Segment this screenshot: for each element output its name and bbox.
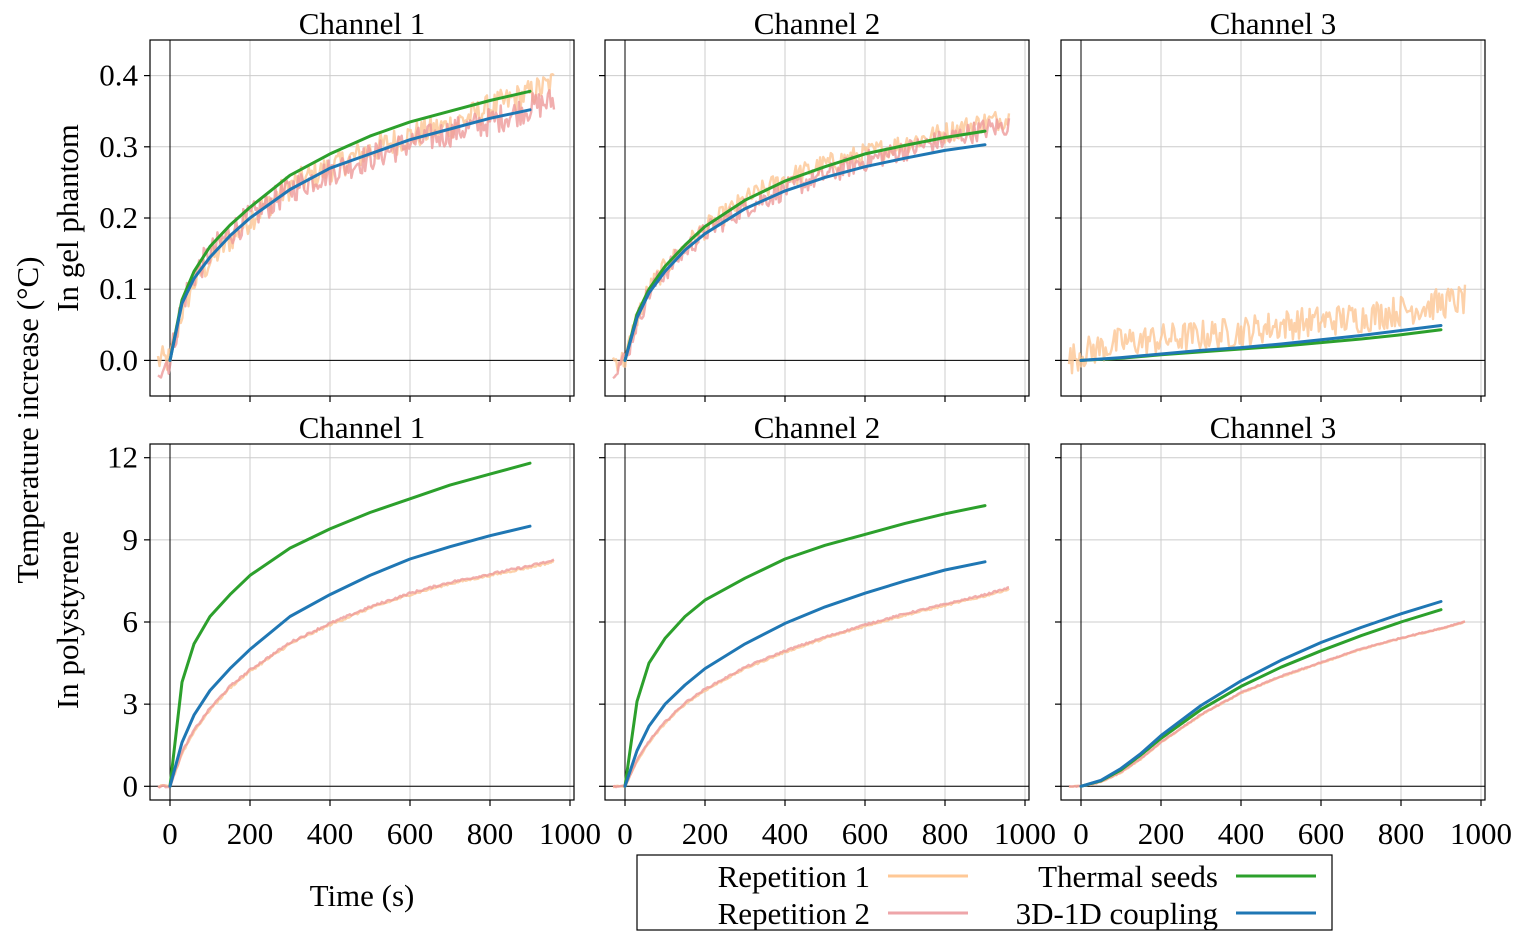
y-tick-label: 0.1 [99, 271, 138, 306]
panel-title: Channel 3 [1210, 410, 1337, 445]
x-tick-label: 600 [387, 816, 434, 851]
y-tick-label: 6 [123, 604, 139, 639]
y-tick-label: 0.3 [99, 129, 138, 164]
series-seeds [168, 461, 532, 788]
x-tick-label: 400 [307, 816, 354, 851]
x-tick-label: 0 [1073, 816, 1089, 851]
x-tick-label: 800 [1378, 816, 1425, 851]
panel-1-2: 0 200 400 600 800 1000 Channel 3 [1055, 410, 1512, 851]
main-ylabel: Temperature increase (°C) [10, 257, 45, 584]
x-tick-label: 1000 [539, 816, 601, 851]
series-coupling [623, 560, 987, 788]
x-tick-label: 0 [162, 816, 178, 851]
panel-frame [604, 39, 1030, 397]
series-layer [1068, 600, 1466, 788]
series-rep1 [1067, 284, 1467, 375]
panel-frame [149, 443, 575, 801]
series-rep2 [1068, 620, 1466, 788]
series-layer [611, 110, 1011, 380]
legend-label-rep1: Repetition 1 [718, 859, 870, 894]
series-seeds [1079, 608, 1443, 788]
x-tick-label: 400 [762, 816, 809, 851]
x-tick-label: 1000 [994, 816, 1056, 851]
series-rep2 [157, 89, 556, 379]
series-seeds [623, 504, 987, 788]
y-tick-label: 0.2 [99, 200, 138, 235]
panel-frame [1060, 443, 1486, 801]
series-layer [1067, 284, 1467, 375]
series-rep2 [612, 586, 1009, 789]
panel-1-0: 0 200 400 600 800 1000 0 3 6 9 12 Channel 1 [107, 410, 601, 851]
row-label-polystyrene: In polystyrene [50, 531, 85, 709]
y-tick-label: 0 [123, 768, 139, 803]
panel-frame [149, 39, 575, 397]
panel-0-1: Channel 2 [599, 6, 1030, 402]
panel-0-2: Channel 3 [1055, 6, 1486, 402]
series-rep1 [612, 587, 1010, 789]
series-coupling [168, 108, 532, 362]
legend: Repetition 1 Repetition 2 Thermal seeds … [636, 854, 1333, 931]
series-rep2 [612, 118, 1011, 380]
x-tick-label: 800 [467, 816, 514, 851]
x-tick-label: 400 [1218, 816, 1265, 851]
x-tick-label: 0 [617, 816, 633, 851]
x-tick-label: 200 [682, 816, 729, 851]
series-coupling [168, 524, 532, 788]
x-tick-label: 200 [227, 816, 274, 851]
x-tick-label: 1000 [1450, 816, 1512, 851]
legend-label-rep2: Repetition 2 [718, 896, 870, 931]
series-coupling [1079, 600, 1443, 788]
series-layer [157, 461, 555, 789]
series-rep2 [157, 558, 555, 789]
series-coupling [623, 143, 987, 362]
row-label-gel: In gel phantom [50, 124, 85, 312]
y-tick-label: 3 [123, 686, 139, 721]
series-coupling [1079, 324, 1443, 362]
panels-layer: 0.0 0.1 0.2 0.3 0.4 Channel 1 Channel 2 Channel… [99, 6, 1512, 851]
panel-1-1: 0 200 400 600 800 1000 Channel 2 [599, 410, 1056, 851]
y-tick-label: 0.4 [99, 58, 138, 93]
series-layer [612, 504, 1010, 789]
x-tick-label: 200 [1138, 816, 1185, 851]
panel-title: Channel 1 [299, 6, 426, 41]
series-rep1 [157, 560, 555, 788]
panel-title: Channel 3 [1210, 6, 1337, 41]
x-tick-label: 600 [1298, 816, 1345, 851]
y-tick-label: 0.0 [99, 342, 138, 377]
series-layer [156, 73, 556, 379]
x-axis-label: Time (s) [310, 878, 415, 913]
y-tick-label: 9 [123, 522, 139, 557]
legend-label-coupling: 3D-1D coupling [1016, 896, 1218, 931]
y-tick-label: 12 [107, 440, 138, 475]
panel-title: Channel 2 [754, 410, 881, 445]
x-tick-label: 800 [922, 816, 969, 851]
legend-label-seeds: Thermal seeds [1038, 859, 1218, 894]
panel-title: Channel 1 [299, 410, 426, 445]
panel-title: Channel 2 [754, 6, 881, 41]
panel-frame [604, 443, 1030, 801]
legend-frame [636, 854, 1333, 931]
series-seeds [623, 129, 987, 362]
series-seeds [168, 89, 532, 362]
panel-0-0: 0.0 0.1 0.2 0.3 0.4 Channel 1 [99, 6, 575, 402]
panel-frame [1060, 39, 1486, 397]
x-tick-label: 600 [842, 816, 889, 851]
